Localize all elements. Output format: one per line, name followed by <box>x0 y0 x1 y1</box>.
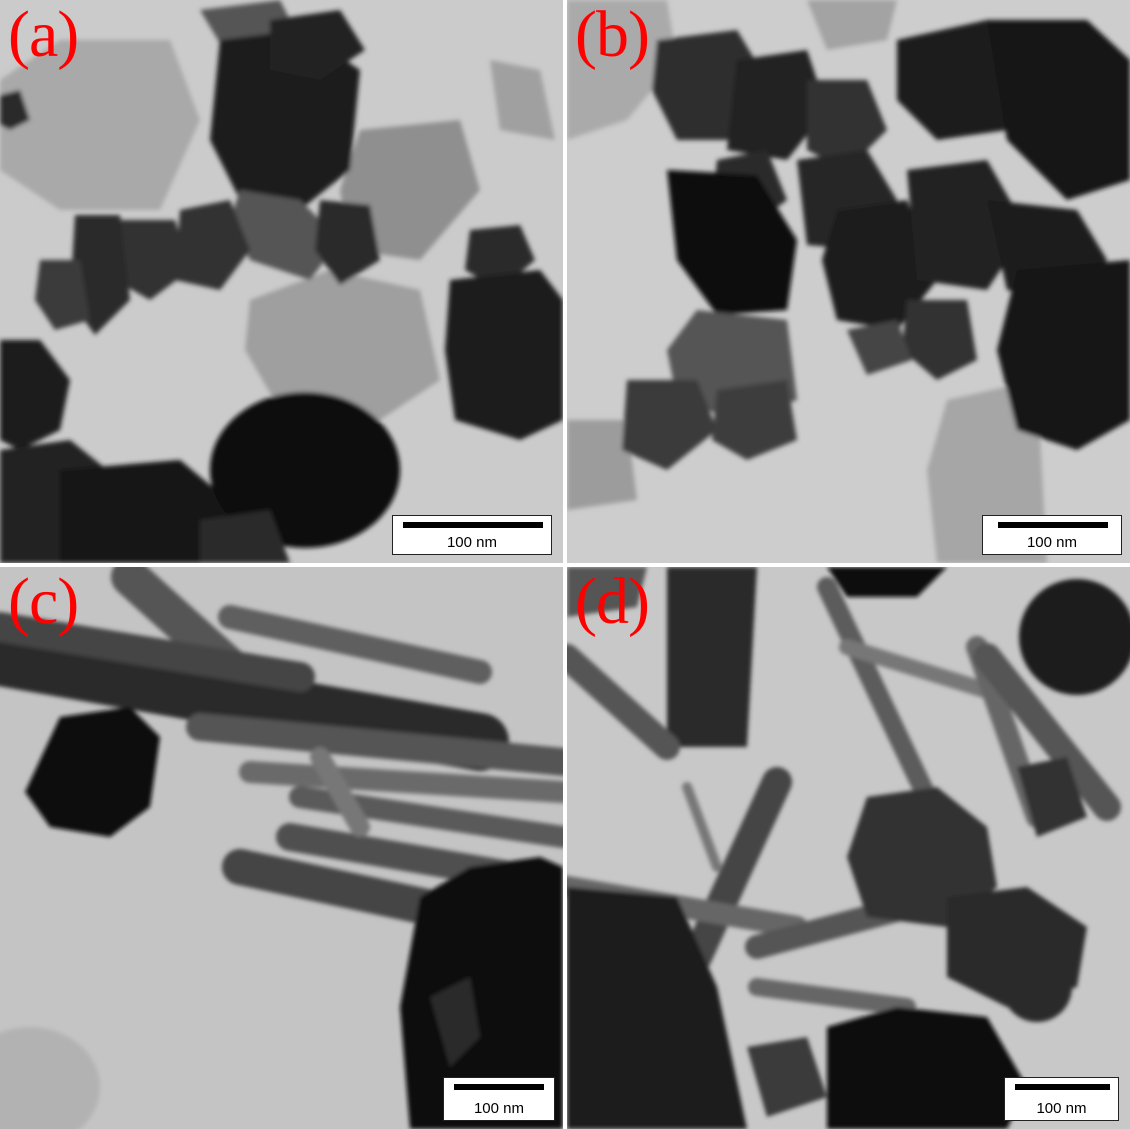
scale-bar-a: 100 nm <box>392 515 552 555</box>
scale-label-a: 100 nm <box>446 534 498 551</box>
tem-image-c <box>0 567 563 1129</box>
scale-bar-d: 100 nm <box>1004 1077 1119 1121</box>
scale-bar-c: 100 nm <box>443 1077 555 1121</box>
scale-label-c: 100 nm <box>473 1100 525 1117</box>
tem-panel-b: (b) 100 nm <box>567 0 1130 563</box>
panel-label-a: (a) <box>8 0 79 71</box>
scale-label-d: 100 nm <box>1036 1100 1087 1117</box>
tem-panel-d: (d) 100 nm <box>567 567 1130 1129</box>
tem-panel-c: (c) 100 nm <box>0 567 563 1129</box>
panel-label-d: (d) <box>575 567 650 638</box>
scale-label-b: 100 nm <box>1026 534 1078 551</box>
tem-image-b <box>567 0 1130 563</box>
panel-label-c: (c) <box>8 567 79 638</box>
tem-panel-a: (a) 100 nm <box>0 0 563 563</box>
scale-bar-b: 100 nm <box>982 515 1122 555</box>
tem-image-a <box>0 0 563 563</box>
tem-image-d <box>567 567 1130 1129</box>
panel-label-b: (b) <box>575 0 650 71</box>
